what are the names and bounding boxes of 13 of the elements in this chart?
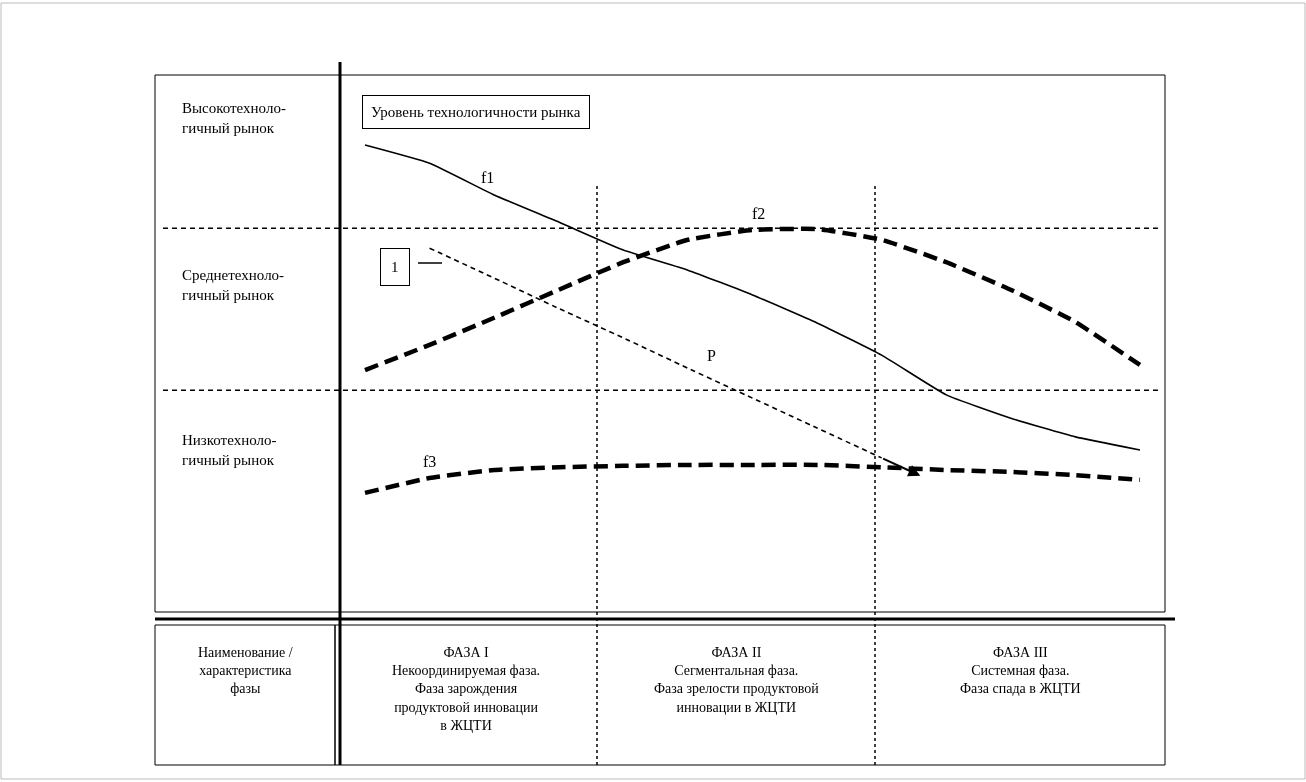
series-label: f3 [423, 453, 437, 470]
text: Наименование / характеристика фазы [198, 645, 293, 697]
series-label: f2 [752, 205, 766, 222]
series-label: P [707, 347, 716, 364]
text: ФАЗА III Системная фаза. Фаза спада в ЖЦТИ [960, 645, 1081, 697]
annotation: 1 [391, 259, 399, 275]
text: ФАЗА II Сегментальная фаза. Фаза зрелости продуктовой инновации в ЖЦТИ [654, 645, 820, 715]
y-axis-title: Уровень технологичности рынка [371, 104, 581, 120]
series-label: f1 [481, 169, 495, 186]
text: ФАЗА I Некоординируемая фаза. Фаза зарождения продуктовой инновации в ЖЦТИ [392, 645, 541, 733]
text: Низкотехноло- гичный рынок [182, 432, 277, 468]
text: Среднетехноло- гичный рынок [182, 267, 285, 303]
text: Высокотехноло- гичный рынок [182, 100, 286, 136]
